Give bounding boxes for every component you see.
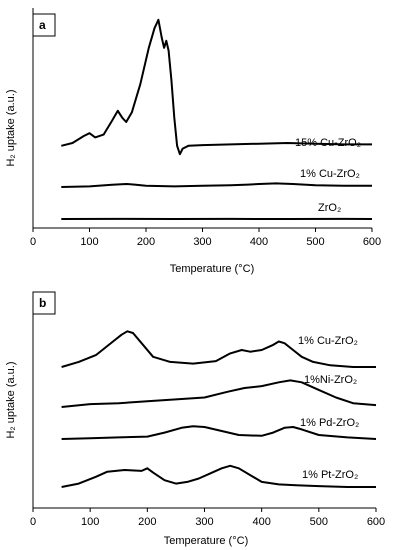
panel-a-label: a: [39, 18, 46, 32]
x-tick-label: 100: [80, 236, 98, 248]
x-tick-label: 600: [367, 516, 385, 528]
panel-a-label-box: [32, 13, 56, 37]
plot-area-a: [61, 18, 373, 220]
x-tick-label: 600: [363, 236, 381, 248]
plot-area-b: [61, 330, 377, 488]
x-tick-label: 300: [193, 236, 211, 248]
series-label-b-1ni: 1%Ni-ZrO₂: [304, 374, 357, 386]
panel-a: 0 100 200 300 400 500 600 a Temperature (°C) H…: [5, 8, 381, 275]
series-label-a-1cu: 1% Cu-ZrO₂: [300, 168, 360, 180]
x-tick-label: 500: [310, 516, 328, 528]
panel-b-label: b: [39, 296, 46, 310]
x-tick-label: 0: [30, 236, 36, 248]
x-tick-label: 400: [252, 516, 270, 528]
x-tick-label: 0: [30, 516, 36, 528]
x-axis-label-a: Temperature (°C): [170, 263, 254, 275]
x-axis-label-b: Temperature (°C): [164, 535, 248, 547]
series-label-b-1pt: 1% Pt-ZrO₂: [302, 469, 358, 481]
series-label-a-15cu: 15% Cu-ZrO₂: [295, 137, 361, 149]
series-line: [61, 182, 372, 188]
series-label-b-1pd: 1% Pd-ZrO₂: [300, 417, 359, 429]
y-axis-label-b: H₂ uptake (a.u.): [5, 361, 17, 438]
series-line: [61, 18, 372, 156]
series-line: [61, 464, 376, 488]
series-line: [61, 425, 377, 440]
panel-b-label-box: [32, 291, 56, 315]
y-axis-label-a: H₂ uptake (a.u.): [5, 89, 17, 166]
x-tick-label: 200: [137, 236, 155, 248]
series-line: [61, 379, 377, 408]
x-tick-label: 400: [250, 236, 268, 248]
series-line: [61, 330, 376, 368]
x-ticks-a: 0 100 200 300 400 500 600: [30, 228, 381, 248]
x-tick-label: 200: [138, 516, 156, 528]
x-tick-label: 100: [81, 516, 99, 528]
series-label-a-zro2: ZrO₂: [318, 202, 341, 214]
x-tick-label: 300: [195, 516, 213, 528]
x-tick-label: 500: [306, 236, 324, 248]
x-ticks-b: 0 100 200 300 400 500 600: [30, 508, 385, 528]
panel-b: 0 100 200 300 400 500 600 b Temperature (°C) H…: [5, 291, 385, 547]
series-label-b-1cu: 1% Cu-ZrO₂: [298, 335, 358, 347]
